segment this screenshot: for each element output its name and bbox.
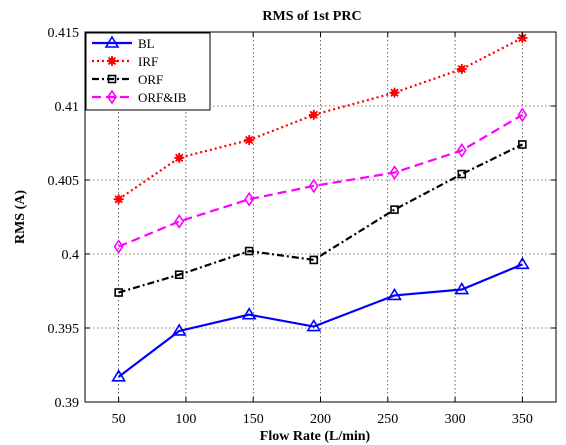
x-tick-label: 150 bbox=[243, 412, 264, 427]
ticks: 50 100 150 200 250 300 350 0.39 0.395 0.4 0.405 0.4… bbox=[48, 26, 556, 427]
series-bl bbox=[111, 256, 530, 382]
y-tick-label: 0.405 bbox=[48, 174, 80, 189]
data-point bbox=[309, 255, 319, 265]
legend-label: ORF bbox=[138, 72, 163, 87]
series-group bbox=[111, 32, 530, 382]
data-point bbox=[457, 169, 467, 179]
legend-marker bbox=[107, 56, 117, 66]
data-point bbox=[244, 246, 254, 256]
chart-title: RMS of 1st PRC bbox=[262, 9, 361, 24]
x-tick-label: 100 bbox=[175, 412, 196, 427]
series-line bbox=[118, 143, 523, 294]
y-axis-title: RMS (A) bbox=[13, 190, 28, 244]
x-tick-label: 50 bbox=[112, 412, 126, 427]
series-line bbox=[118, 113, 523, 248]
legend-label: IRF bbox=[138, 54, 158, 69]
legend-marker bbox=[104, 35, 120, 48]
data-point bbox=[174, 213, 185, 229]
data-point bbox=[389, 87, 400, 98]
y-tick-label: 0.41 bbox=[55, 100, 80, 115]
x-tick-label: 300 bbox=[445, 412, 466, 427]
legend: BL IRF ORF ORF&IB bbox=[85, 32, 211, 111]
data-point bbox=[390, 205, 399, 214]
data-point bbox=[456, 64, 467, 74]
x-tick-label: 350 bbox=[512, 412, 533, 427]
data-point bbox=[113, 194, 124, 205]
y-tick-label: 0.39 bbox=[55, 396, 80, 411]
data-point bbox=[308, 109, 319, 120]
data-point bbox=[174, 270, 184, 280]
data-point bbox=[114, 288, 123, 297]
data-point bbox=[518, 140, 527, 149]
data-point bbox=[241, 307, 257, 320]
legend-marker bbox=[107, 74, 117, 84]
y-tick-label: 0.415 bbox=[48, 26, 80, 41]
x-tick-label: 250 bbox=[377, 412, 398, 427]
y-tick-label: 0.395 bbox=[48, 322, 80, 337]
series-orf bbox=[114, 140, 527, 297]
data-point bbox=[456, 142, 467, 158]
x-tick-label: 200 bbox=[310, 412, 331, 427]
data-point bbox=[514, 256, 530, 270]
data-point bbox=[389, 165, 400, 181]
series-line bbox=[117, 263, 523, 378]
data-point bbox=[113, 239, 124, 255]
x-axis-title: Flow Rate (L/min) bbox=[260, 429, 371, 444]
data-point bbox=[244, 135, 255, 146]
legend-marker bbox=[107, 89, 117, 105]
data-point bbox=[517, 32, 528, 43]
data-point bbox=[308, 178, 319, 194]
data-point bbox=[111, 369, 127, 382]
y-tick-label: 0.4 bbox=[62, 248, 80, 263]
data-point bbox=[517, 107, 528, 123]
series-irf bbox=[113, 32, 528, 205]
data-point bbox=[174, 152, 185, 163]
series-orf-ib bbox=[113, 107, 528, 255]
data-point bbox=[171, 323, 187, 336]
data-point bbox=[387, 287, 402, 301]
legend-label: BL bbox=[138, 36, 155, 51]
data-point bbox=[306, 318, 322, 332]
data-point bbox=[244, 191, 255, 207]
legend-label: ORF&IB bbox=[138, 90, 187, 105]
data-point bbox=[454, 281, 470, 295]
